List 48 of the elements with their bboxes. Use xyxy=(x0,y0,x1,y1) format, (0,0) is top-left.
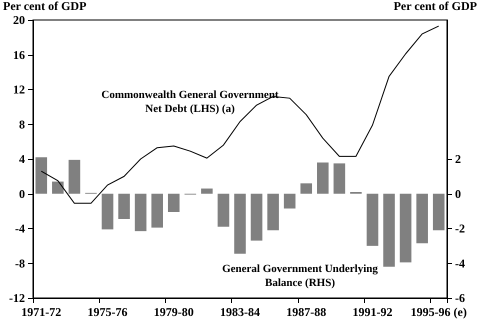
y-tick-label: -12 xyxy=(9,291,25,305)
x-tick-label: 1995-96 (e) xyxy=(410,305,467,319)
bar xyxy=(383,194,395,267)
bar xyxy=(300,183,312,194)
bar xyxy=(201,188,213,194)
bar xyxy=(416,194,428,244)
y2-axis-title: Per cent of GDP xyxy=(394,0,477,13)
y-tick-label: 8 xyxy=(19,117,25,132)
y2-tick-label: -4 xyxy=(455,256,465,270)
x-tick-label: 1983-84 xyxy=(220,305,260,319)
x-tick-label: 1975-76 xyxy=(88,305,128,319)
x-tick-label: 1979-80 xyxy=(154,305,194,319)
y-tick-label: 4 xyxy=(19,152,25,166)
annotation: Commonwealth General Government Net Debt (LHS) (a) xyxy=(101,89,279,115)
y2-tick-label: 2 xyxy=(455,152,461,166)
y-tick-label: 12 xyxy=(13,82,25,96)
bar xyxy=(267,194,279,230)
bar xyxy=(400,194,412,262)
line-series xyxy=(40,26,440,204)
y2-tick-label: -6 xyxy=(455,291,465,305)
bar xyxy=(134,194,146,232)
y-tick-label: -8 xyxy=(15,256,25,270)
bar xyxy=(52,182,64,194)
bar xyxy=(68,160,80,194)
bar xyxy=(366,194,378,246)
y2-tick-label: -2 xyxy=(455,222,465,236)
y-tick-label: -4 xyxy=(15,222,25,236)
x-tick-label: 1987-88 xyxy=(286,305,326,319)
x-tick-label: 1991-92 xyxy=(352,305,392,319)
bar xyxy=(102,194,114,230)
bar xyxy=(334,163,346,194)
bar xyxy=(218,194,230,227)
y-tick-label: 20 xyxy=(13,13,25,27)
bar xyxy=(168,194,180,212)
bar xyxy=(284,194,296,209)
bar xyxy=(250,194,262,241)
bar xyxy=(317,162,329,194)
bar xyxy=(432,194,445,230)
bar xyxy=(35,157,48,194)
bar xyxy=(234,194,246,254)
bar xyxy=(151,194,163,228)
y-tick-label: 16 xyxy=(13,48,25,62)
annotation: General Government Underlying Balance (RHS) xyxy=(222,263,378,289)
x-tick-label: 1971-72 xyxy=(21,305,62,319)
y2-tick-label: 0 xyxy=(455,186,461,201)
y-axis-title: Per cent of GDP xyxy=(3,0,86,13)
y-tick-label: 0 xyxy=(19,186,25,201)
bar xyxy=(118,194,130,219)
